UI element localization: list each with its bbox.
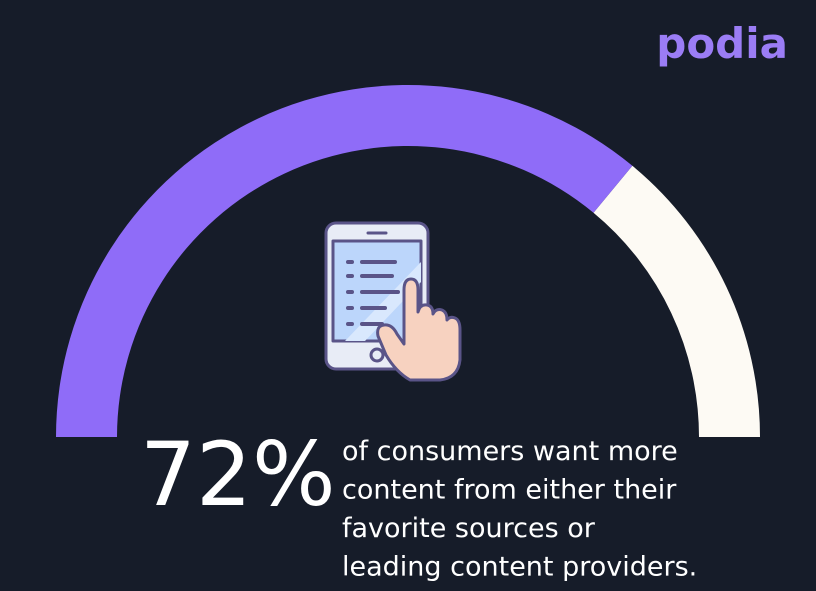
gauge-track — [593, 165, 760, 437]
description-line: of consumers want more — [342, 436, 678, 467]
tablet-icon — [324, 221, 462, 382]
gauge — [56, 84, 760, 437]
gauge-value — [56, 84, 633, 437]
description-line: content from either their — [342, 475, 677, 506]
brand-logo: podia — [656, 19, 788, 68]
percent-label: 72% — [140, 423, 336, 526]
description: of consumers want more content from eithe… — [342, 436, 697, 583]
description-line: leading content providers. — [342, 552, 697, 583]
description-line: favorite sources or — [342, 513, 596, 544]
